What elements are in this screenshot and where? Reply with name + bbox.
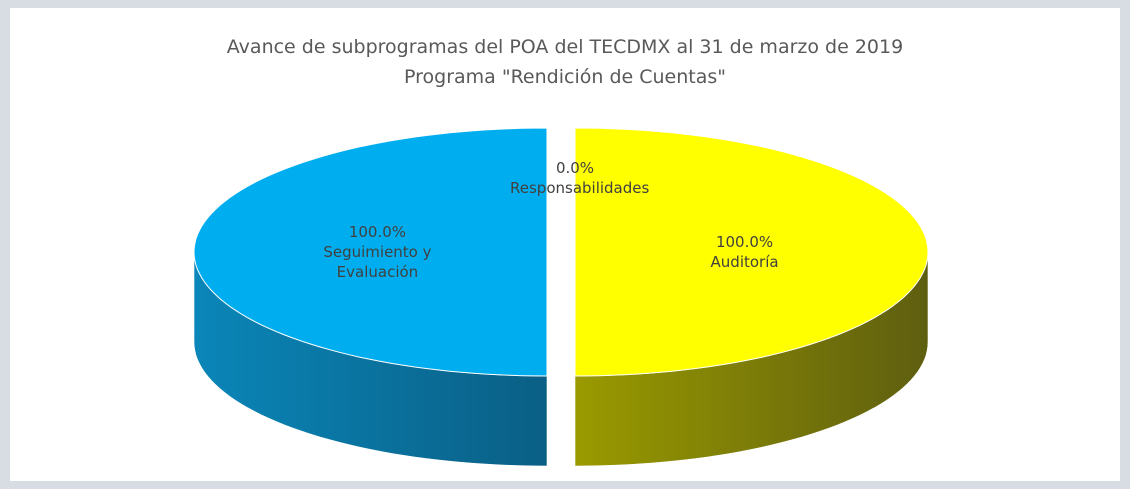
slice bbox=[193, 127, 548, 377]
category-label: Responsabilidades bbox=[510, 178, 650, 197]
data-label: 0.0% Responsabilidades bbox=[510, 158, 650, 198]
value-label: 100.0% bbox=[715, 233, 774, 251]
value-label: 0.0% bbox=[555, 158, 595, 177]
chart-title: Avance de subprogramas del POA del TECDM… bbox=[226, 36, 904, 58]
category-label: Seguimiento y Evaluación bbox=[323, 243, 432, 281]
value-label: 100.0% bbox=[348, 223, 407, 241]
data-label: 100.0% Seguimiento y Evaluación bbox=[312, 222, 442, 282]
chart-subtitle: Programa "Rendición de Cuentas" bbox=[404, 66, 726, 88]
category-label: Auditoría bbox=[710, 253, 779, 271]
slice bbox=[574, 127, 929, 377]
data-label: 100.0% Auditoría bbox=[711, 232, 779, 272]
